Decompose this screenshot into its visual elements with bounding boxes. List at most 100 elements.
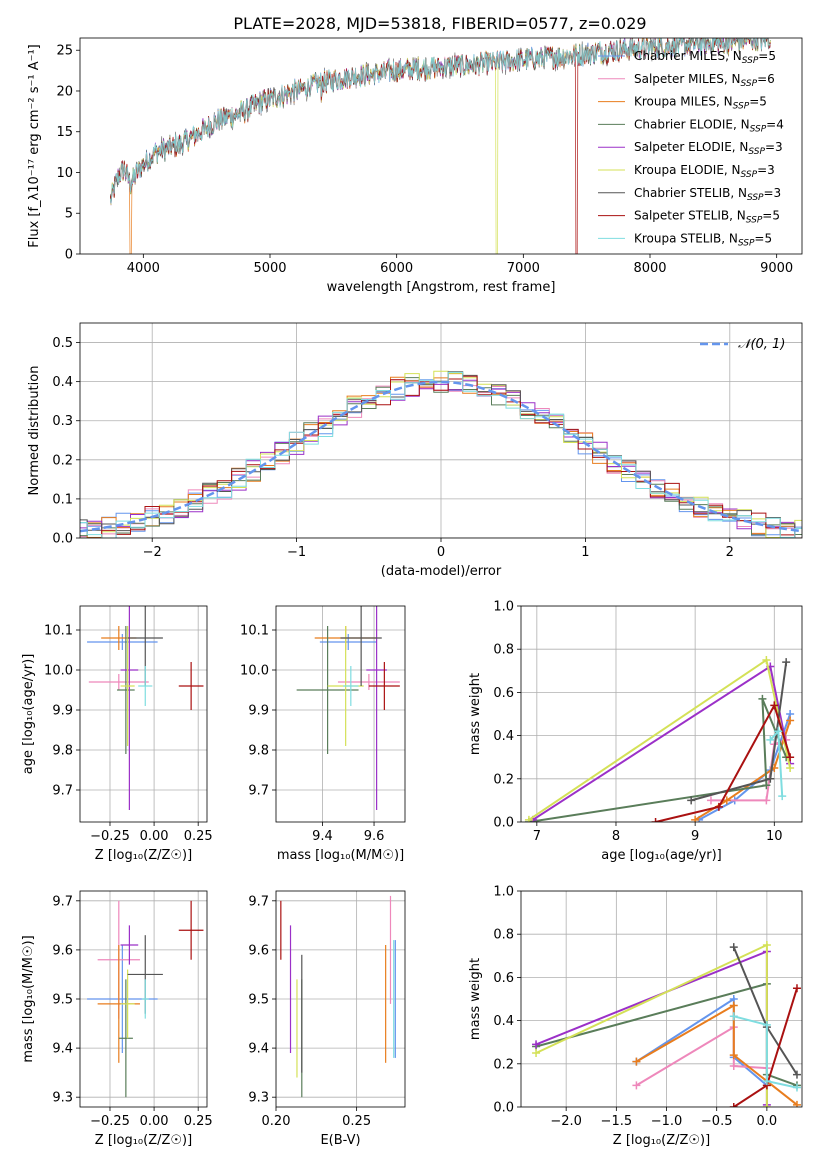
legend-label: Chabrier STELIB, NSSP=3 bbox=[634, 186, 781, 203]
spectrum-model-line bbox=[110, 38, 771, 204]
y-tick-label: 15 bbox=[56, 125, 73, 140]
weight-marker bbox=[786, 764, 795, 772]
weight-marker bbox=[762, 1020, 771, 1029]
weight-marker bbox=[778, 792, 787, 801]
grid bbox=[521, 891, 802, 1107]
y-tick-label: 0.4 bbox=[493, 1014, 514, 1029]
y-axis-label: Normed distribution bbox=[27, 366, 42, 496]
x-axis-label: Z [log₁₀(Z/Z☉)] bbox=[613, 1133, 710, 1148]
plot-area bbox=[80, 606, 207, 822]
weight-marker bbox=[766, 774, 775, 783]
legend-label: Salpeter MILES, NSSP=6 bbox=[634, 72, 775, 89]
weight-marker bbox=[758, 694, 767, 703]
panel-age-vs-z: −0.25 0.00 0.25 9.7 9.8 9.9 10.0 10.1 Z [log₁₀(Z… bbox=[21, 605, 213, 863]
legend-label: Kroupa MILES, NSSP=5 bbox=[634, 95, 767, 112]
weight-line bbox=[635, 1003, 798, 1106]
weight-marker bbox=[532, 1040, 541, 1049]
x-tick-label: 7000 bbox=[507, 261, 540, 276]
x-tick-label: 0.0 bbox=[757, 1114, 778, 1129]
weight-marker bbox=[786, 753, 795, 762]
y-tick-label: 0.6 bbox=[493, 971, 514, 986]
x-tick-label: 0.25 bbox=[184, 829, 213, 844]
y-tick-label: 9.6 bbox=[52, 943, 73, 958]
panel-age-vs-mass: 9.4 9.6 9.7 9.8 9.9 10.0 10.1 mass [log₁₀(M/M☉)… bbox=[240, 605, 406, 863]
y-tick-label: 0.1 bbox=[52, 492, 73, 507]
weight-marker bbox=[766, 735, 775, 744]
legend-label: Salpeter STELIB, NSSP=5 bbox=[634, 209, 780, 226]
y-axis-label: Flux [f_λ10⁻¹⁷ erg cm⁻² s⁻¹ A⁻¹] bbox=[27, 44, 42, 248]
plot-area bbox=[80, 323, 802, 538]
x-tick-label: 9000 bbox=[760, 261, 793, 276]
x-tick-label: 6000 bbox=[380, 261, 413, 276]
grid bbox=[276, 606, 405, 822]
y-tick-label: 10.1 bbox=[240, 624, 269, 639]
x-tick-label: 9 bbox=[691, 829, 699, 844]
y-tick-label: 9.3 bbox=[248, 1091, 269, 1106]
weight-marker bbox=[729, 1012, 738, 1021]
x-axis-label: E(B-V) bbox=[320, 1133, 360, 1148]
x-axis-label: Z [log₁₀(Z/Z☉)] bbox=[95, 1133, 192, 1148]
weight-line bbox=[655, 702, 792, 822]
plot-area bbox=[80, 891, 207, 1107]
y-tick-label: 9.3 bbox=[52, 1091, 73, 1106]
panel-mass-vs-ebv: 0.20 0.25 9.3 9.4 9.5 9.6 9.7 E(B-V) bbox=[248, 890, 406, 1148]
plot-area bbox=[521, 891, 802, 1107]
x-tick-label: 0.00 bbox=[140, 1114, 169, 1129]
y-tick-label: 9.8 bbox=[248, 744, 269, 759]
y-tick-label: 9.9 bbox=[52, 704, 73, 719]
axes-frame bbox=[275, 605, 406, 823]
x-tick-label: 9.4 bbox=[312, 829, 333, 844]
weight-marker bbox=[632, 1057, 641, 1066]
y-tick-label: 10.0 bbox=[240, 664, 269, 679]
weight-marker bbox=[774, 727, 783, 736]
y-tick-label: 0.8 bbox=[493, 928, 514, 943]
y-tick-label: 10 bbox=[56, 166, 73, 181]
x-tick-label: 9.6 bbox=[364, 829, 385, 844]
axes-frame bbox=[520, 605, 803, 823]
legend: Chabrier MILES, NSSP=5 Salpeter MILES, NS… bbox=[598, 49, 784, 248]
weight-line bbox=[733, 1015, 798, 1089]
panel-mass-vs-z: −0.25 0.00 0.25 9.3 9.4 9.5 9.6 9.7 Z [log₁₀(Z/Z… bbox=[21, 890, 213, 1148]
x-tick-label: 10 bbox=[766, 829, 783, 844]
y-tick-label: 9.4 bbox=[248, 1042, 269, 1057]
weight-marker bbox=[762, 796, 771, 805]
plot-area bbox=[276, 606, 405, 822]
legend-label: Chabrier MILES, NSSP=5 bbox=[634, 49, 776, 66]
y-tick-label: 9.6 bbox=[248, 943, 269, 958]
weight-line bbox=[635, 1025, 767, 1087]
weight-marker bbox=[729, 1061, 738, 1070]
grid bbox=[521, 606, 802, 822]
weight-marker bbox=[792, 984, 801, 993]
x-axis-label: age [log₁₀(age/yr)] bbox=[601, 848, 722, 863]
y-tick-label: 10.1 bbox=[44, 624, 73, 639]
weight-line bbox=[532, 664, 792, 821]
y-tick-label: 9.7 bbox=[248, 894, 269, 909]
y-tick-label: 0 bbox=[65, 248, 73, 263]
y-tick-label: 9.4 bbox=[52, 1042, 73, 1057]
weight-marker bbox=[651, 818, 660, 822]
legend-label: 𝒩(0, 1) bbox=[738, 337, 785, 352]
x-tick-label: 0.25 bbox=[184, 1114, 213, 1129]
x-tick-label: 5000 bbox=[253, 261, 286, 276]
panel-weight-vs-age: 7 8 9 10 0.0 0.2 0.4 0.6 0.8 1.0 age [log₁₀(age/yr… bbox=[468, 600, 803, 863]
y-tick-label: 9.9 bbox=[248, 704, 269, 719]
x-tick-label: 0.25 bbox=[342, 1114, 371, 1129]
weight-marker bbox=[792, 1070, 801, 1079]
y-tick-label: 0.6 bbox=[493, 686, 514, 701]
weight-line bbox=[535, 943, 768, 1107]
weight-marker bbox=[722, 796, 731, 805]
y-tick-label: 1.0 bbox=[493, 885, 514, 900]
weight-line bbox=[733, 987, 798, 1107]
weight-marker bbox=[706, 796, 715, 805]
y-tick-label: 9.5 bbox=[52, 993, 73, 1008]
weight-marker bbox=[687, 796, 696, 805]
y-tick-label: 1.0 bbox=[493, 600, 514, 615]
y-axis-label: mass weight bbox=[468, 673, 483, 755]
weight-marker bbox=[691, 815, 700, 822]
y-tick-label: 9.5 bbox=[248, 993, 269, 1008]
legend-label: Kroupa ELODIE, NSSP=3 bbox=[634, 163, 775, 180]
weight-marker bbox=[762, 781, 771, 790]
x-axis-label: mass [log₁₀(M/M☉)] bbox=[277, 848, 404, 863]
x-tick-label: −1.5 bbox=[601, 1114, 633, 1129]
